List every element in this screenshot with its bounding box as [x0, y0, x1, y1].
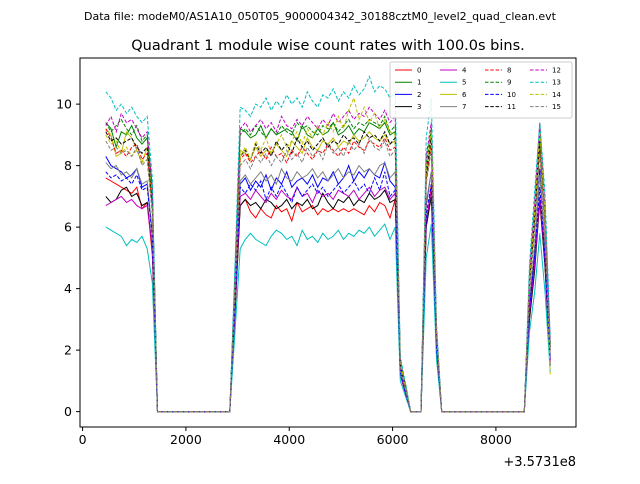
legend-label-7: 7: [462, 103, 466, 111]
series-line-8: [105, 128, 551, 413]
x-tick-label: 8000: [480, 432, 512, 447]
legend-label-14: 14: [552, 91, 561, 99]
y-tick-label: 2: [64, 343, 72, 358]
legend-label-1: 1: [417, 79, 421, 87]
x-tick-label: 0: [79, 432, 87, 447]
series-line-2: [105, 156, 551, 413]
legend-label-11: 11: [507, 103, 516, 111]
figure-suptitle: Data file: modeM0/AS1A10_050T05_90000043…: [84, 10, 557, 23]
y-axis: 0 2 4 6 8 10: [56, 97, 80, 419]
series-line-9: [105, 115, 551, 413]
chart-title: Quadrant 1 module wise count rates with …: [131, 38, 525, 54]
legend-label-8: 8: [507, 67, 511, 75]
series-line-1: [105, 121, 551, 413]
legend-label-13: 13: [552, 79, 561, 87]
series-line-15: [105, 136, 551, 413]
legend-label-4: 4: [462, 67, 467, 75]
plot-lines: [105, 74, 551, 413]
y-tick-label: 6: [64, 220, 72, 235]
series-line-11: [105, 130, 551, 413]
legend-label-15: 15: [552, 103, 561, 111]
legend-label-12: 12: [552, 67, 561, 75]
series-line-10: [105, 171, 551, 413]
legend-label-2: 2: [417, 91, 421, 99]
x-axis: 0 2000 4000 6000 8000: [79, 427, 512, 447]
legend-label-0: 0: [417, 67, 421, 75]
plot-area-frame: [79, 57, 577, 428]
x-axis-offset-label: +3.5731e8: [503, 455, 576, 470]
legend-frame: [389, 61, 573, 119]
x-tick-label: 4000: [273, 432, 305, 447]
series-line-0: [105, 177, 551, 413]
y-tick-label: 4: [64, 281, 72, 296]
y-tick-label: 0: [64, 404, 72, 419]
series-line-7: [105, 161, 551, 413]
series-line-5: [105, 223, 551, 413]
legend-label-5: 5: [462, 79, 466, 87]
y-tick-label: 8: [64, 158, 72, 173]
legend-label-6: 6: [462, 91, 467, 99]
x-tick-label: 6000: [377, 432, 409, 447]
legend-label-10: 10: [507, 91, 516, 99]
series-line-12: [105, 106, 551, 413]
series-line-6: [105, 128, 551, 413]
x-tick-label: 2000: [170, 432, 202, 447]
legend-label-3: 3: [417, 103, 421, 111]
series-line-3: [105, 186, 551, 413]
legend-label-9: 9: [507, 79, 511, 87]
series-line-13: [105, 74, 551, 413]
y-tick-label: 10: [56, 97, 72, 112]
series-line-4: [105, 186, 551, 413]
